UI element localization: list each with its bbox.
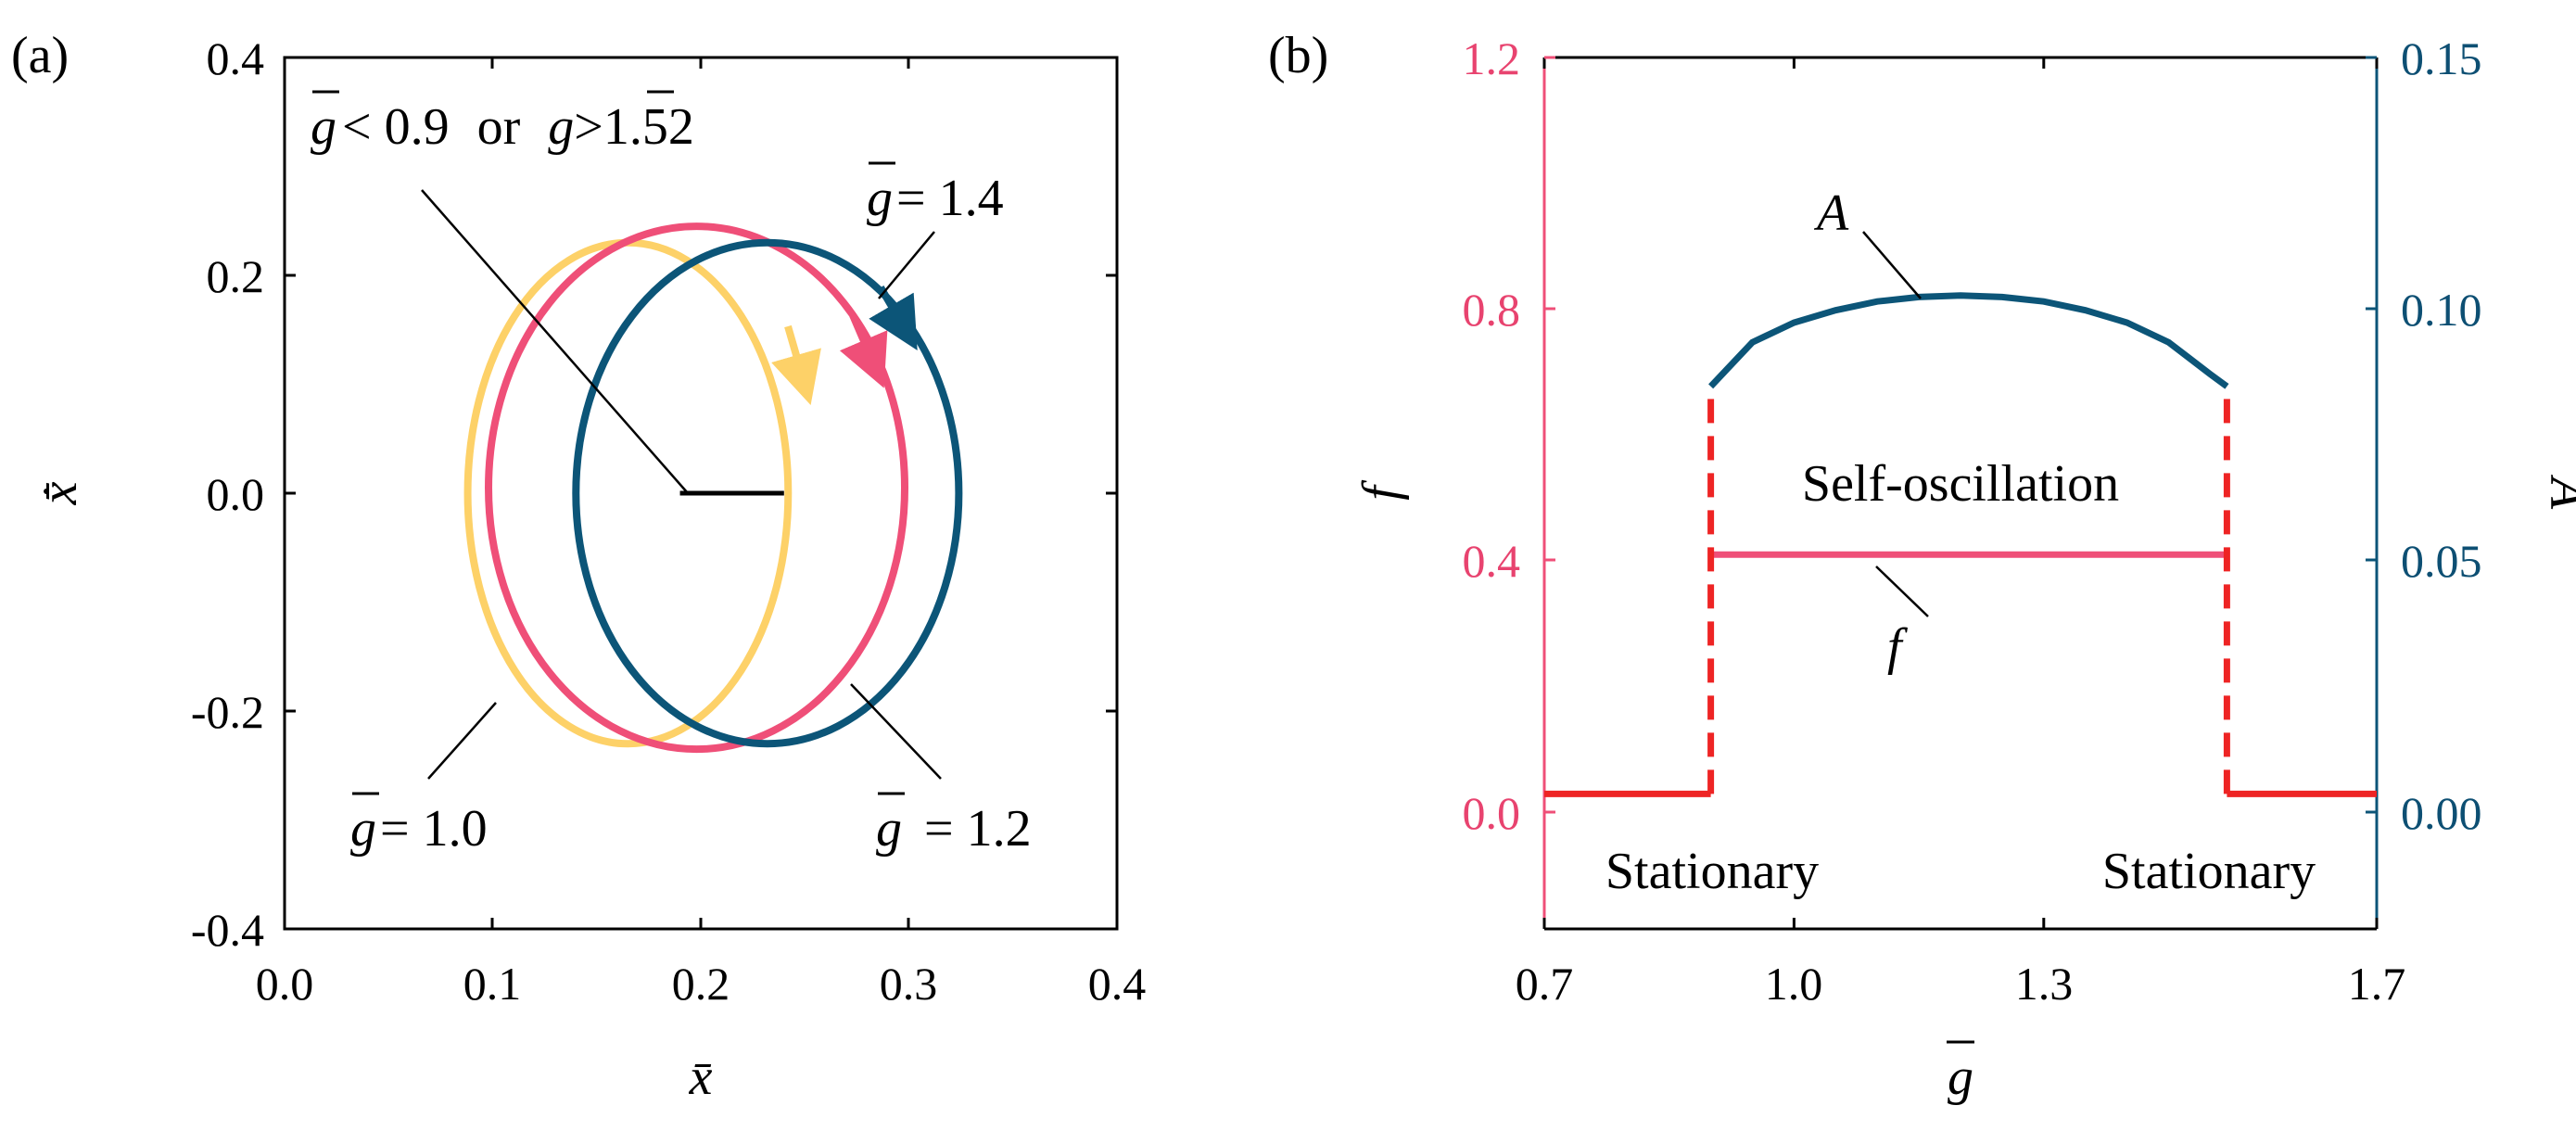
panel-b-x-tick-label: 1.0 [1765,958,1823,1010]
panel-a-y-tick-label: 0.4 [207,32,265,84]
limit-cycle-g-1-2 [485,222,909,754]
panel-b-left-tick-label: 0.4 [1463,535,1521,587]
leader-line-g-1-4 [878,231,935,299]
label-or: or [477,98,521,156]
panel-b-left-axis-label: f [1352,479,1410,501]
label-g-bar: g [876,800,902,858]
panel-b-x-axis-label: g [1948,1048,1973,1106]
label-lt: < 0.9 [342,98,450,156]
panel-a-x-tick-label: 0.0 [256,958,314,1010]
panel-b-x-ticks [1542,57,2379,929]
label-g-1-0: g= 1.0 [350,792,488,858]
panel-b-left-y-ticks [1544,56,1555,814]
label-g-bar: g [548,98,574,156]
label-g-bar: g [350,800,376,858]
panel-a-y-axis-label: x̄̇ [31,481,88,505]
label-g-bar: g [311,98,336,156]
panel-b-right-y-ticks [2366,56,2377,814]
panel-a-x-tick-label: 0.2 [672,958,730,1010]
series-f-label: f [1887,618,1909,676]
panel-a-x-tick-label: 0.4 [1088,958,1147,1010]
panel-a: (a) 0.0 0.1 0.2 0.3 0.4 -0.4 - [11,27,1146,1106]
panel-b-right-axis-label: A [2539,474,2576,510]
pink-direction-arrow [839,313,888,388]
label-g-1-4-text: g= 1.4 [867,170,1004,227]
label-value: = 1.0 [380,800,488,858]
panel-b-right-tick-label: 0.10 [2401,284,2482,336]
label-g-1-4: g= 1.4 [867,161,1004,227]
panel-b-right-tick-label: 0.15 [2401,32,2482,84]
leader-line-f [1875,566,1929,617]
annotation-stationary-right: Stationary [2102,843,2316,900]
panel-b: (b) 0.7 1.0 1.3 1.7 0.0 0.4 0.8 1.2 [1268,27,2576,1106]
panel-a-x-ticks [283,57,1119,929]
panel-b-x-axis-label-group: g [1947,1040,1974,1106]
panel-b-x-tick-label: 1.3 [2015,958,2074,1010]
panel-a-y-tick-label: -0.4 [191,904,264,956]
panel-a-y-tick-label: -0.2 [191,686,264,738]
label-fixed-point: g < 0.9 or g>1.52 [311,90,694,156]
panel-a-x-tick-label: 0.1 [463,958,522,1010]
panel-b-left-tick-label: 0.0 [1463,787,1521,839]
panel-a-y-tick-label: 0.0 [207,468,265,520]
label-g-1-2: g = 1.2 [876,792,1032,858]
label-g-1-0-text: g= 1.0 [350,800,488,858]
blue-direction-arrow [869,285,918,351]
leader-line-A [1862,231,1922,299]
annotation-stationary-left: Stationary [1605,843,1819,900]
yellow-direction-arrow [771,324,821,405]
label-value: = 1.4 [896,170,1004,227]
panel-b-left-tick-label: 0.8 [1463,284,1521,336]
panel-b-x-tick-label: 0.7 [1516,958,1574,1010]
label-value: = 1.2 [911,800,1032,858]
panel-a-y-ticks [285,273,1117,713]
panel-a-x-tick-label: 0.3 [880,958,938,1010]
panel-b-label: (b) [1268,27,1328,84]
panel-a-x-axis-label: x̄ [689,1048,713,1106]
label-fixed-point-text: g < 0.9 or g>1.52 [311,98,694,156]
panel-b-x-tick-label: 1.7 [2348,958,2406,1010]
label-g-1-2-text: g = 1.2 [876,800,1032,858]
label-gt: >1.52 [574,98,694,156]
panel-a-y-tick-label: 0.2 [207,250,265,302]
limit-cycle-g-1-4 [572,238,963,748]
panel-a-label: (a) [11,27,69,84]
panel-b-right-tick-label: 0.05 [2401,535,2482,587]
panel-b-right-tick-label: 0.00 [2401,787,2482,839]
leader-line-fixed-point [421,189,689,494]
series-A-label: A [1813,184,1849,242]
annotation-self-oscillation: Self-oscillation [1802,455,2119,513]
series-A-line [1708,292,2229,389]
label-g-bar: g [867,170,893,227]
leader-line-g-1-2 [850,683,942,780]
panel-b-left-tick-label: 1.2 [1463,32,1521,84]
leader-line-g-1-0 [427,702,497,780]
